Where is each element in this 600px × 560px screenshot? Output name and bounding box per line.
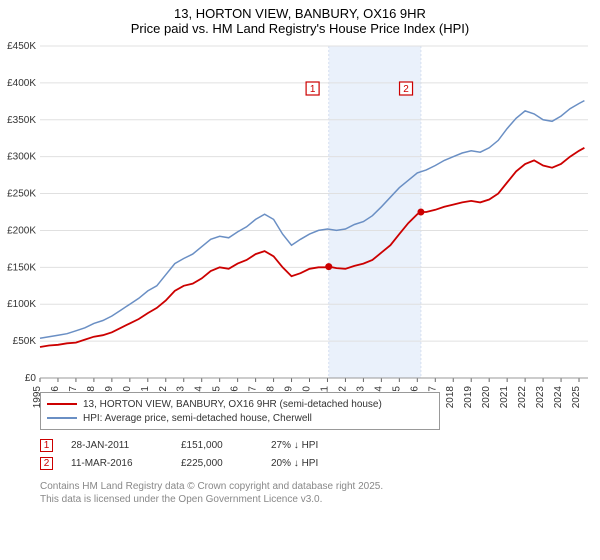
svg-text:2021: 2021 xyxy=(499,386,510,409)
sales-table: 1 28-JAN-2011 £151,000 27% ↓ HPI 2 11-MA… xyxy=(40,436,351,472)
legend-swatch-red xyxy=(47,403,77,406)
svg-text:2019: 2019 xyxy=(463,386,474,409)
svg-text:2018: 2018 xyxy=(445,386,456,409)
legend-row-blue: HPI: Average price, semi-detached house,… xyxy=(47,411,433,425)
footer-line2: This data is licensed under the Open Gov… xyxy=(40,493,383,506)
legend-box: 13, HORTON VIEW, BANBURY, OX16 9HR (semi… xyxy=(40,392,440,430)
svg-text:£200K: £200K xyxy=(7,225,36,236)
svg-text:£450K: £450K xyxy=(7,41,36,52)
svg-text:£400K: £400K xyxy=(7,78,36,89)
svg-text:1: 1 xyxy=(310,84,316,95)
legend-label-red: 13, HORTON VIEW, BANBURY, OX16 9HR (semi… xyxy=(83,399,382,410)
chart-svg: £0 £50K £100K £150K £200K £250K £300K £350K £400… xyxy=(0,38,600,418)
svg-text:£250K: £250K xyxy=(7,189,36,200)
svg-text:2023: 2023 xyxy=(535,386,546,409)
svg-text:£350K: £350K xyxy=(7,115,36,126)
legend-label-blue: HPI: Average price, semi-detached house,… xyxy=(83,413,312,424)
sales-pct-2: 20% ↓ HPI xyxy=(271,458,351,469)
chart-area: £0 £50K £100K £150K £200K £250K £300K £350K £400… xyxy=(0,38,600,418)
svg-text:£150K: £150K xyxy=(7,262,36,273)
title-block: 13, HORTON VIEW, BANBURY, OX16 9HR Price… xyxy=(0,0,600,38)
svg-text:£50K: £50K xyxy=(13,336,37,347)
svg-text:£0: £0 xyxy=(25,373,37,384)
sales-marker-2: 2 xyxy=(40,457,53,470)
sales-date-1: 28-JAN-2011 xyxy=(71,440,181,451)
chart-container: 13, HORTON VIEW, BANBURY, OX16 9HR Price… xyxy=(0,0,600,560)
footer-attribution: Contains HM Land Registry data © Crown c… xyxy=(40,480,383,506)
legend-swatch-blue xyxy=(47,417,77,419)
svg-text:£100K: £100K xyxy=(7,299,36,310)
svg-text:2024: 2024 xyxy=(553,386,564,409)
sales-marker-1: 1 xyxy=(40,439,53,452)
sales-price-2: £225,000 xyxy=(181,458,271,469)
svg-text:2022: 2022 xyxy=(517,386,528,409)
legend-row-red: 13, HORTON VIEW, BANBURY, OX16 9HR (semi… xyxy=(47,397,433,411)
svg-text:2020: 2020 xyxy=(481,386,492,409)
sales-row-1: 1 28-JAN-2011 £151,000 27% ↓ HPI xyxy=(40,436,351,454)
svg-text:2: 2 xyxy=(403,84,409,95)
sales-pct-1: 27% ↓ HPI xyxy=(271,440,351,451)
footer-line1: Contains HM Land Registry data © Crown c… xyxy=(40,480,383,493)
sales-row-2: 2 11-MAR-2016 £225,000 20% ↓ HPI xyxy=(40,454,351,472)
title-address: 13, HORTON VIEW, BANBURY, OX16 9HR xyxy=(10,6,590,21)
sales-date-2: 11-MAR-2016 xyxy=(71,458,181,469)
svg-text:2025: 2025 xyxy=(571,386,582,409)
svg-text:£300K: £300K xyxy=(7,152,36,163)
title-subtitle: Price paid vs. HM Land Registry's House … xyxy=(10,21,590,36)
sales-price-1: £151,000 xyxy=(181,440,271,451)
